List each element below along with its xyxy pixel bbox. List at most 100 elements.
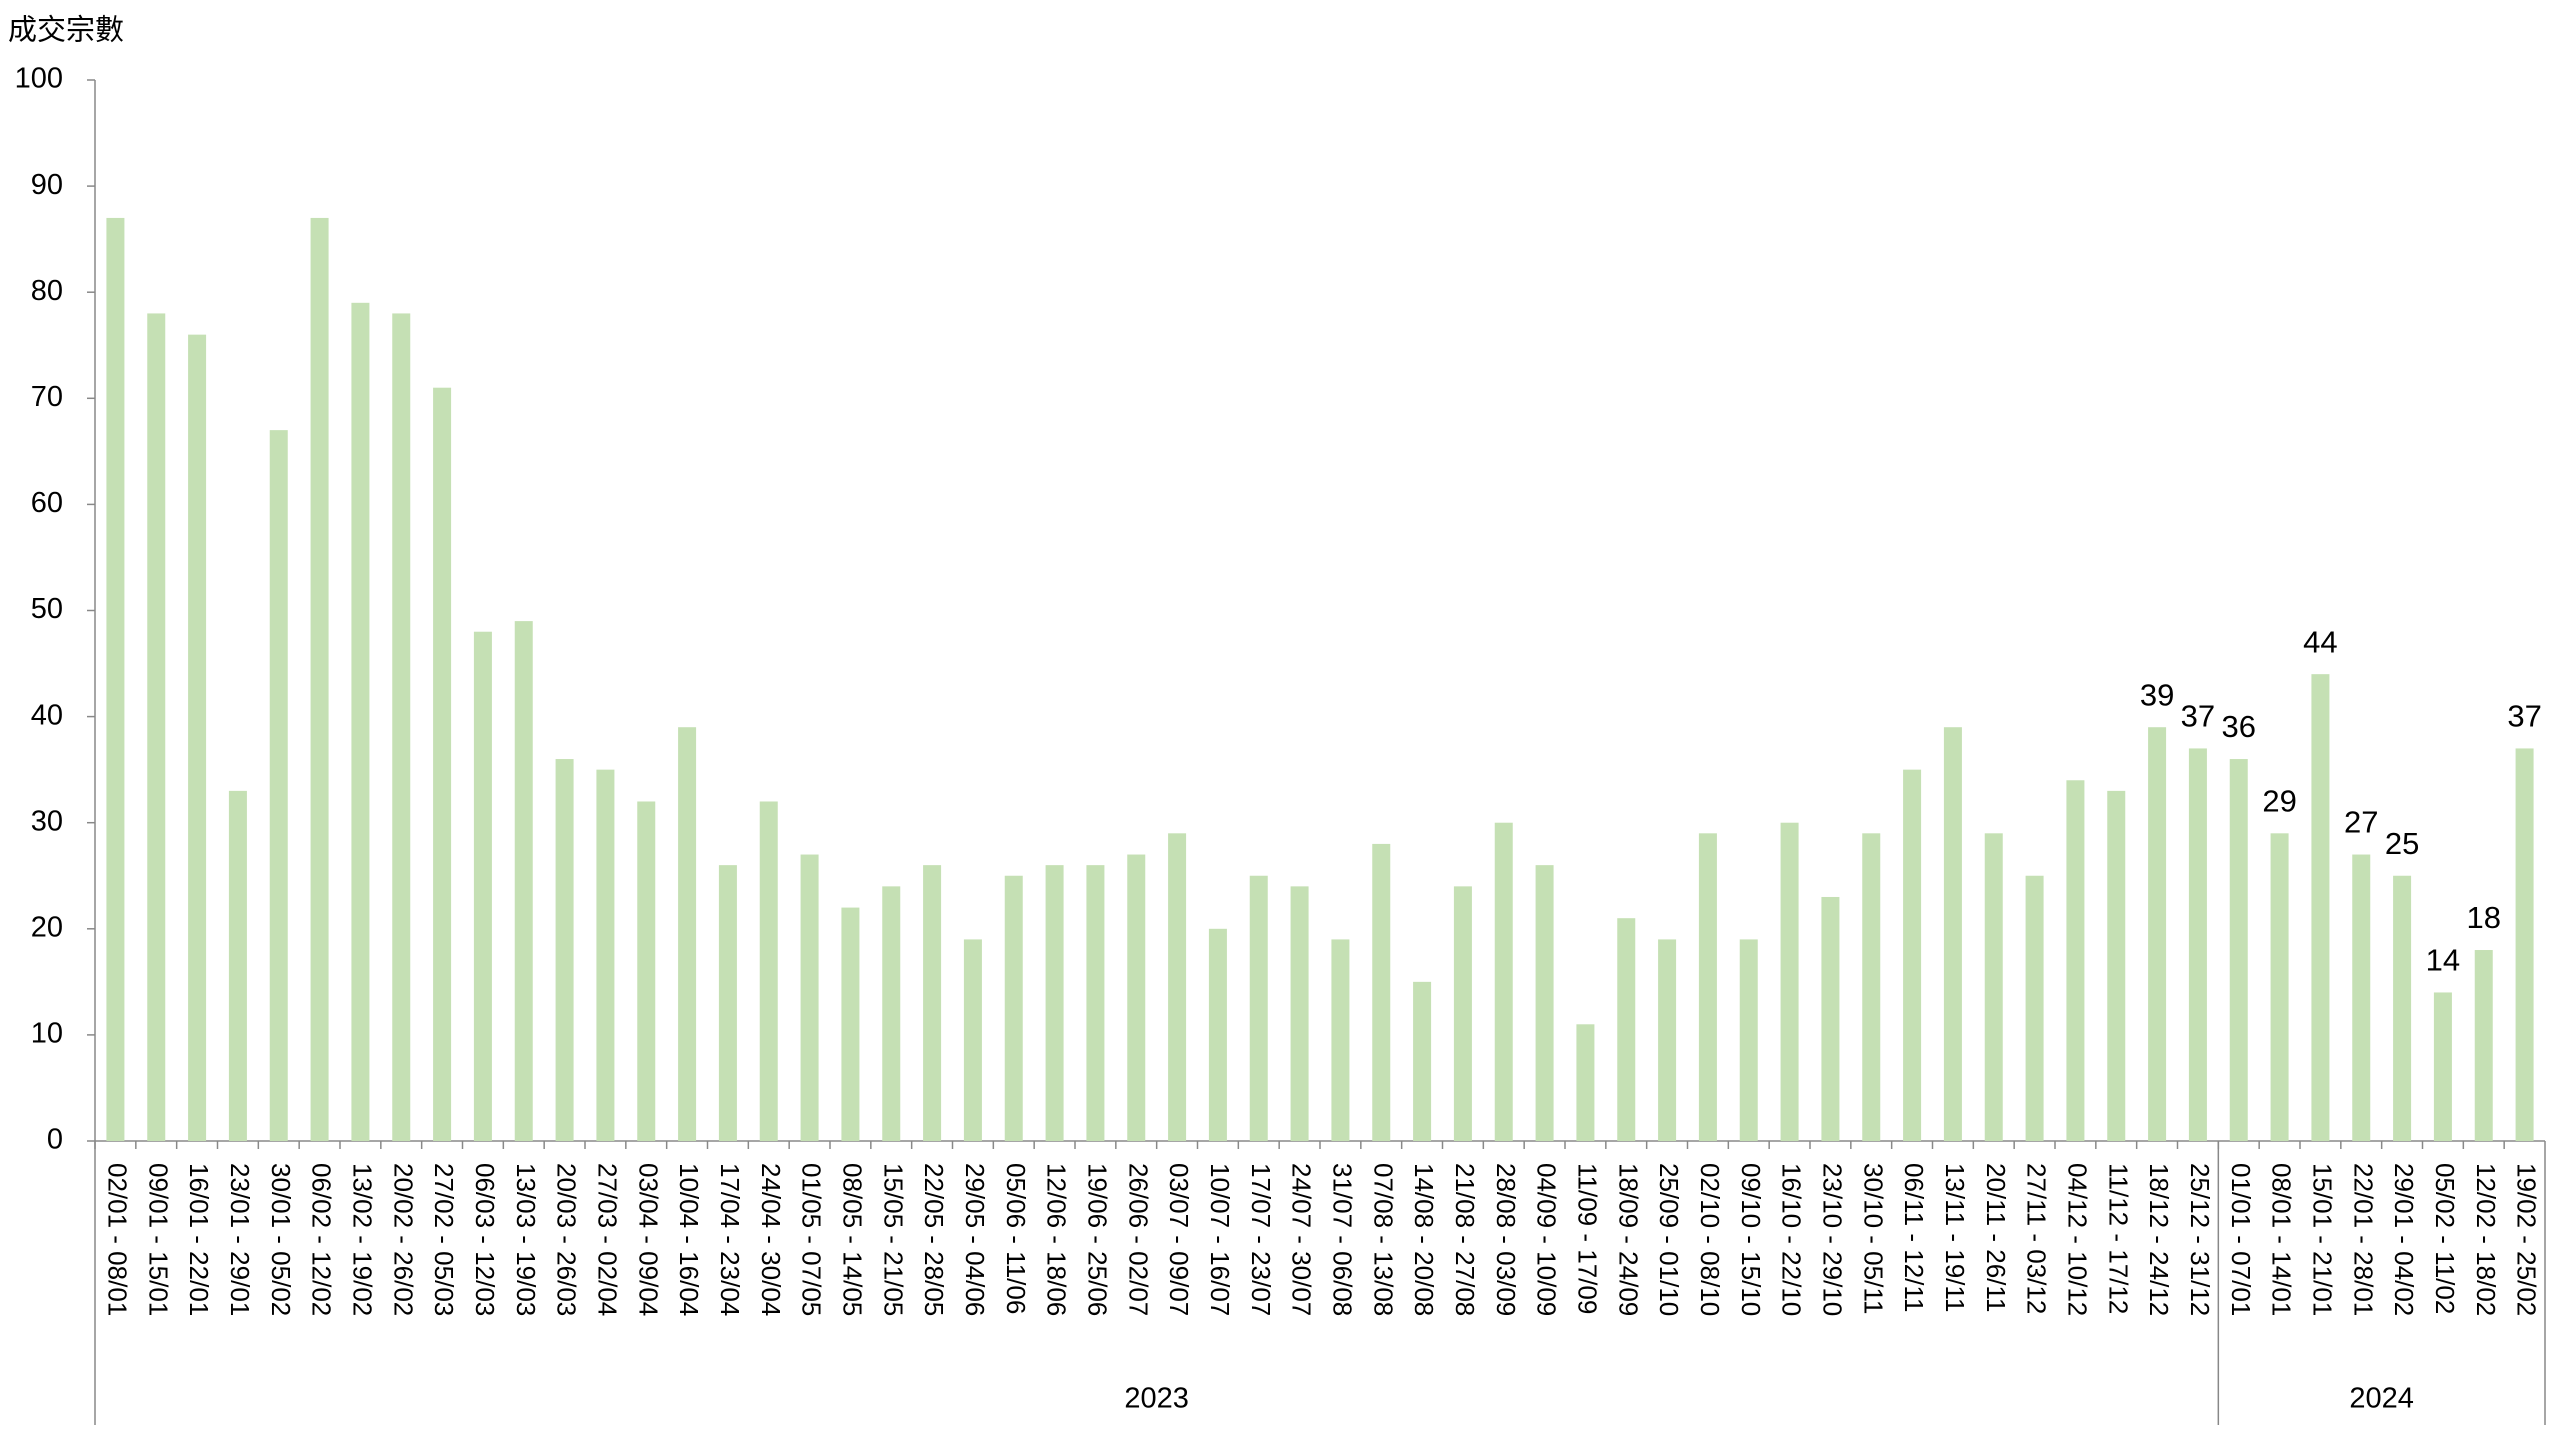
- x-tick-label: 13/02 - 19/02: [348, 1163, 378, 1316]
- x-tick-label: 03/07 - 09/07: [1164, 1163, 1194, 1316]
- value-label: 37: [2181, 699, 2215, 734]
- x-tick-label: 11/09 - 17/09: [1573, 1163, 1603, 1314]
- bar: [392, 313, 411, 1141]
- bar: [1576, 1024, 1595, 1141]
- bar: [1821, 896, 1840, 1141]
- x-tick-label: 19/06 - 25/06: [1083, 1163, 1113, 1316]
- bar: [1903, 769, 1922, 1141]
- bar: [800, 854, 819, 1141]
- x-tick-label: 27/11 - 03/12: [2022, 1163, 2052, 1314]
- bar: [555, 759, 574, 1141]
- value-label: 18: [2467, 900, 2501, 935]
- x-tick-label: 23/01 - 29/01: [225, 1163, 255, 1316]
- x-tick-label: 07/08 - 13/08: [1368, 1163, 1398, 1316]
- value-label: 39: [2140, 677, 2174, 712]
- bar: [637, 801, 656, 1141]
- bar: [678, 727, 697, 1141]
- bar: [1698, 833, 1717, 1141]
- group-label: 2023: [1124, 1383, 1189, 1415]
- x-tick-label: 20/03 - 26/03: [552, 1163, 582, 1316]
- value-label: 29: [2262, 783, 2296, 818]
- bar: [2188, 748, 2207, 1141]
- x-tick-label: 12/02 - 18/02: [2471, 1163, 2501, 1316]
- bar: [1862, 833, 1881, 1141]
- y-tick-label: 90: [31, 169, 63, 201]
- bar: [1617, 918, 1636, 1141]
- bar: [2270, 833, 2289, 1141]
- x-tick-label: 06/11 - 12/11: [1899, 1163, 1929, 1312]
- x-tick-label: 12/06 - 18/06: [1042, 1163, 1072, 1316]
- x-tick-label: 30/10 - 05/11: [1858, 1163, 1888, 1314]
- x-tick-label: 13/11 - 19/11: [1940, 1163, 1970, 1312]
- bar: [1535, 865, 1554, 1141]
- bar: [841, 907, 860, 1141]
- x-tick-label: 08/01 - 14/01: [2267, 1163, 2297, 1316]
- x-tick-label: 24/04 - 30/04: [756, 1163, 786, 1316]
- x-tick-label: 15/01 - 21/01: [2308, 1163, 2338, 1316]
- x-tick-label: 25/09 - 01/10: [1654, 1163, 1684, 1316]
- bar: [2515, 748, 2534, 1141]
- bar: [1086, 865, 1105, 1141]
- x-tick-label: 25/12 - 31/12: [2185, 1163, 2215, 1316]
- bar: [1127, 854, 1146, 1141]
- y-tick-label: 50: [31, 593, 63, 625]
- bar: [188, 334, 207, 1141]
- x-tick-label: 03/04 - 09/04: [633, 1163, 663, 1316]
- x-tick-label: 10/07 - 16/07: [1205, 1163, 1235, 1316]
- bar: [2433, 992, 2452, 1141]
- x-tick-label: 10/04 - 16/04: [674, 1163, 704, 1316]
- value-label: 25: [2385, 826, 2419, 861]
- x-tick-label: 28/08 - 03/09: [1491, 1163, 1521, 1316]
- bar: [310, 217, 329, 1141]
- bar: [2229, 759, 2248, 1141]
- x-tick-label: 30/01 - 05/02: [266, 1163, 296, 1316]
- bar: [473, 631, 492, 1141]
- x-tick-label: 17/07 - 23/07: [1246, 1163, 1276, 1316]
- x-tick-label: 16/01 - 22/01: [184, 1163, 214, 1316]
- x-tick-label: 02/10 - 08/10: [1695, 1163, 1725, 1316]
- bar: [1004, 875, 1023, 1141]
- bar: [1494, 822, 1513, 1141]
- x-tick-label: 14/08 - 20/08: [1409, 1163, 1439, 1316]
- x-tick-label: 15/05 - 21/05: [878, 1163, 908, 1316]
- y-tick-label: 20: [31, 911, 63, 943]
- x-tick-label: 29/05 - 04/06: [960, 1163, 990, 1316]
- x-tick-label: 11/12 - 17/12: [2103, 1163, 2133, 1314]
- x-tick-label: 04/12 - 10/12: [2063, 1163, 2093, 1316]
- bar: [923, 865, 942, 1141]
- bar: [1658, 939, 1677, 1141]
- x-tick-label: 02/01 - 08/01: [103, 1163, 133, 1316]
- bar: [1331, 939, 1350, 1141]
- x-tick-label: 24/07 - 30/07: [1287, 1163, 1317, 1316]
- group-label: 2024: [2349, 1383, 2414, 1415]
- y-axis-title: 成交宗數: [8, 14, 124, 47]
- x-tick-label: 09/10 - 15/10: [1736, 1163, 1766, 1316]
- x-tick-label: 23/10 - 29/10: [1818, 1163, 1848, 1316]
- x-tick-label: 05/06 - 11/06: [1001, 1163, 1031, 1314]
- x-tick-label: 20/02 - 26/02: [388, 1163, 418, 1316]
- bar: [1168, 833, 1187, 1141]
- bar: [147, 313, 166, 1141]
- x-tick-label: 05/02 - 11/02: [2430, 1163, 2460, 1314]
- value-label: 37: [2507, 699, 2541, 734]
- bar: [1780, 822, 1799, 1141]
- bar: [1413, 981, 1432, 1141]
- bar: [596, 769, 615, 1141]
- bar: [2066, 780, 2085, 1141]
- x-tick-label: 21/08 - 27/08: [1450, 1163, 1480, 1316]
- x-tick-label: 01/05 - 07/05: [797, 1163, 827, 1316]
- value-label: 27: [2344, 805, 2378, 840]
- x-tick-label: 19/02 - 25/02: [2512, 1163, 2542, 1316]
- bar: [2025, 875, 2044, 1141]
- bar: [106, 217, 125, 1141]
- y-tick-label: 30: [31, 805, 63, 837]
- x-tick-label: 13/03 - 19/03: [511, 1163, 541, 1316]
- bar: [228, 790, 247, 1141]
- x-tick-label: 04/09 - 10/09: [1532, 1163, 1562, 1316]
- bar: [882, 886, 901, 1141]
- x-tick-label: 26/06 - 02/07: [1123, 1163, 1153, 1316]
- bar: [2107, 790, 2126, 1141]
- bar: [2311, 674, 2330, 1141]
- x-tick-label: 27/02 - 05/03: [429, 1163, 459, 1316]
